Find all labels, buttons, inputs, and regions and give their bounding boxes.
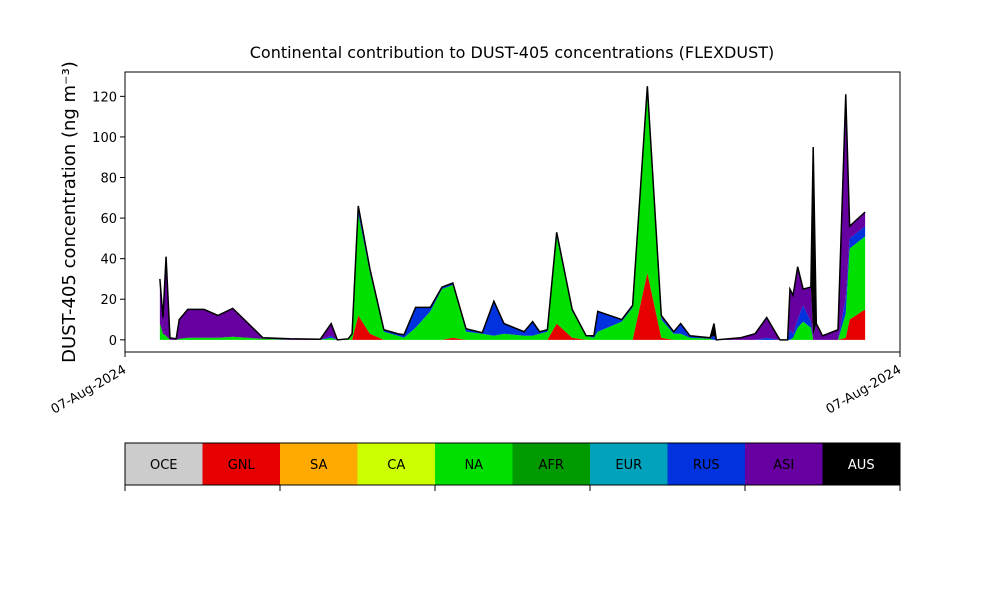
total-outline: [159, 86, 866, 341]
plot-frame: [124, 71, 901, 353]
chart-title: Continental contribution to DUST-405 con…: [250, 43, 775, 62]
legend-label: RUS: [693, 458, 720, 473]
y-tick-label: 80: [100, 172, 117, 187]
legend-swatch: [822, 443, 901, 485]
legend-swatch: [125, 443, 203, 485]
legend-label: EUR: [615, 458, 642, 473]
legend-label: AFR: [539, 458, 564, 473]
area-na: [159, 94, 866, 340]
legend-label: GNL: [228, 458, 256, 473]
y-tick-label: 60: [100, 212, 117, 227]
area-eur: [159, 94, 866, 340]
y-tick-label: 0: [109, 334, 117, 349]
legend-swatch: [667, 443, 746, 485]
legend-swatch: [280, 443, 358, 485]
legend-swatch: [745, 443, 823, 485]
area-rus: [159, 90, 866, 340]
legend-swatch: [435, 443, 513, 485]
y-axis-label: DUST-405 concentration (ng m⁻³): [59, 61, 80, 363]
legend-label: SA: [310, 458, 327, 473]
y-tick-label: 40: [100, 253, 117, 268]
x-tick-label: 07-Aug-2024: [824, 362, 904, 417]
legend-swatch: [202, 443, 281, 485]
legend-swatch: [512, 443, 591, 485]
legend-swatch: [590, 443, 668, 485]
area-asi: [159, 86, 866, 340]
legend-swatch: [357, 443, 436, 485]
area-aus: [159, 86, 866, 340]
legend-label: NA: [464, 458, 483, 473]
x-tick-label: 07-Aug-2024: [49, 362, 129, 417]
y-tick-label: 120: [92, 90, 117, 105]
legend-label: ASI: [773, 458, 794, 473]
legend-label: CA: [387, 458, 405, 473]
y-tick-label: 100: [92, 131, 117, 146]
legend-frame: [124, 442, 901, 486]
legend-label: AUS: [848, 458, 875, 473]
y-tick-label: 20: [100, 293, 117, 308]
legend-label: OCE: [150, 458, 178, 473]
area-afr: [159, 94, 866, 340]
